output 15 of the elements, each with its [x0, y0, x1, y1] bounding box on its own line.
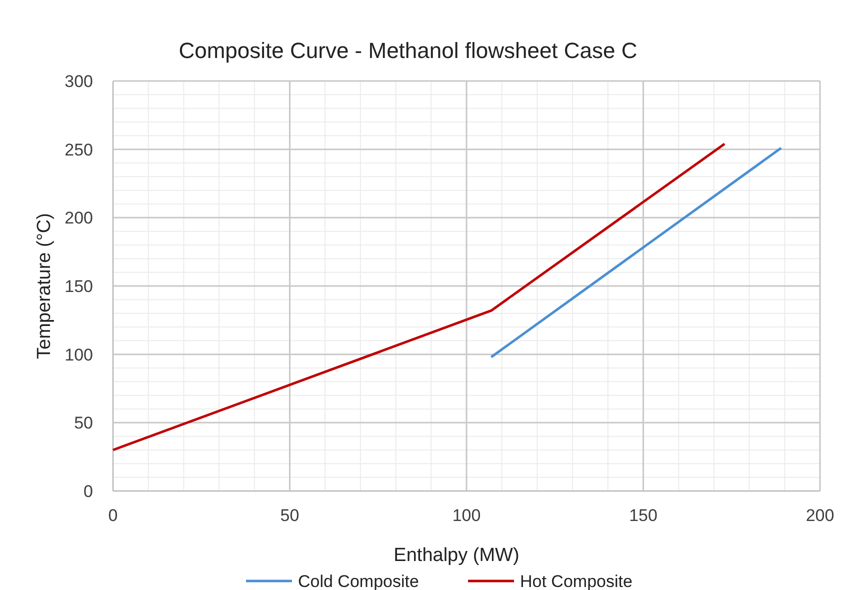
y-tick-label: 50	[74, 414, 93, 433]
x-tick-label: 50	[280, 506, 300, 525]
y-tick-label: 0	[84, 482, 93, 501]
y-tick-label: 100	[64, 345, 93, 364]
chart-title: Composite Curve - Methanol flowsheet Case C	[178, 38, 638, 63]
y-tick-label: 200	[64, 208, 93, 228]
x-tick-label: 0	[108, 506, 118, 525]
y-tick-label: 250	[64, 140, 93, 160]
x-axis-title: Enthalpy (MW)	[394, 545, 520, 566]
y-axis-title: Temperature (°C)	[34, 213, 55, 359]
x-tick-label: 200	[806, 506, 834, 525]
y-tick-label: 300	[64, 72, 93, 91]
y-tick-label: 150	[64, 277, 93, 296]
x-tick-label: 100	[452, 506, 481, 525]
x-tick-label: 150	[629, 506, 658, 525]
